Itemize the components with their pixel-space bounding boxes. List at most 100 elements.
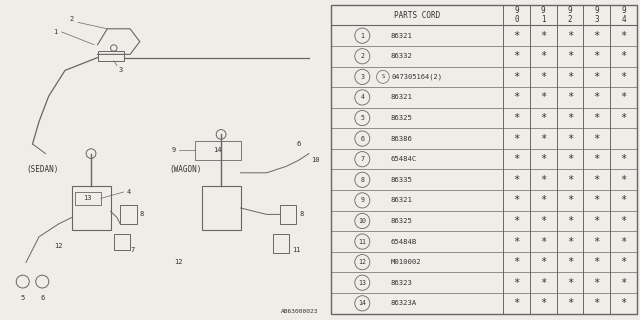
Text: *: * [513,257,520,267]
Text: 9
2: 9 2 [568,6,572,24]
Text: 13: 13 [84,196,92,201]
Text: 10: 10 [311,157,319,163]
Bar [120,205,136,224]
Text: 14: 14 [214,148,222,153]
Text: 86325: 86325 [390,218,412,224]
Text: *: * [620,51,627,61]
Text: *: * [540,257,547,267]
Text: 86323A: 86323A [390,300,417,306]
Text: *: * [513,298,520,308]
Text: 8: 8 [360,177,364,183]
Text: *: * [593,216,600,226]
Text: *: * [593,92,600,102]
Text: *: * [620,31,627,41]
Text: 12: 12 [175,260,183,265]
Text: *: * [567,298,573,308]
Text: *: * [540,51,547,61]
Text: *: * [540,31,547,41]
Text: *: * [513,134,520,144]
Text: *: * [593,298,600,308]
Text: *: * [513,31,520,41]
Text: *: * [620,236,627,246]
Text: 2: 2 [360,53,364,59]
Bar [97,51,124,61]
Text: *: * [620,72,627,82]
Text: 4: 4 [360,94,364,100]
Text: *: * [620,175,627,185]
Text: *: * [620,92,627,102]
Text: 12: 12 [54,244,63,249]
Text: 9
1: 9 1 [541,6,545,24]
Text: *: * [567,257,573,267]
Text: *: * [513,175,520,185]
Text: 86321: 86321 [390,94,412,100]
Text: *: * [567,236,573,246]
Text: 3: 3 [118,68,122,73]
Text: 65484B: 65484B [390,238,417,244]
Text: *: * [540,175,547,185]
Text: S: S [381,74,385,79]
Text: *: * [540,196,547,205]
Text: (SEDAN): (SEDAN) [26,165,58,174]
Text: *: * [593,257,600,267]
Text: *: * [593,51,600,61]
Text: 5: 5 [20,295,25,300]
Text: (WAGON): (WAGON) [169,165,202,174]
Bar [273,234,289,253]
Text: 10: 10 [358,218,366,224]
Text: 86386: 86386 [390,136,412,142]
Text: *: * [567,134,573,144]
Bar [280,205,296,224]
Text: 65484C: 65484C [390,156,417,162]
Text: *: * [513,154,520,164]
Text: *: * [593,196,600,205]
Text: *: * [593,134,600,144]
Text: *: * [513,72,520,82]
Text: *: * [540,298,547,308]
Text: AB63000023: AB63000023 [281,308,319,314]
Bar [202,186,241,230]
Text: *: * [540,278,547,288]
Text: 5: 5 [360,115,364,121]
Text: *: * [540,113,547,123]
Text: *: * [593,31,600,41]
Text: 6: 6 [297,141,301,147]
Text: *: * [593,278,600,288]
Text: 14: 14 [358,300,366,306]
Text: *: * [540,72,547,82]
Bar [75,192,100,205]
Text: 9
3: 9 3 [595,6,599,24]
Text: *: * [567,154,573,164]
Text: 6: 6 [360,136,364,142]
Text: 86321: 86321 [390,33,412,39]
Text: 86332: 86332 [390,53,412,59]
Text: *: * [513,278,520,288]
Text: *: * [593,72,600,82]
Text: *: * [540,134,547,144]
Text: *: * [513,216,520,226]
Text: M010002: M010002 [390,259,421,265]
Text: *: * [567,278,573,288]
Text: *: * [567,113,573,123]
Text: 86321: 86321 [390,197,412,204]
Text: *: * [567,216,573,226]
Text: *: * [513,113,520,123]
Text: 13: 13 [358,280,366,286]
Text: *: * [540,92,547,102]
Text: *: * [567,196,573,205]
Text: *: * [567,175,573,185]
Bar [114,234,130,250]
Text: 9
4: 9 4 [621,6,626,24]
Text: PARTS CORD: PARTS CORD [394,11,440,20]
Text: 9
0: 9 0 [514,6,519,24]
Text: *: * [593,236,600,246]
Text: 047305164(2): 047305164(2) [392,74,443,80]
Text: 7: 7 [360,156,364,162]
Text: 9: 9 [360,197,364,204]
Text: *: * [593,175,600,185]
Text: *: * [620,154,627,164]
Text: 7: 7 [130,247,134,252]
Text: *: * [593,154,600,164]
Text: *: * [567,72,573,82]
Text: *: * [513,51,520,61]
